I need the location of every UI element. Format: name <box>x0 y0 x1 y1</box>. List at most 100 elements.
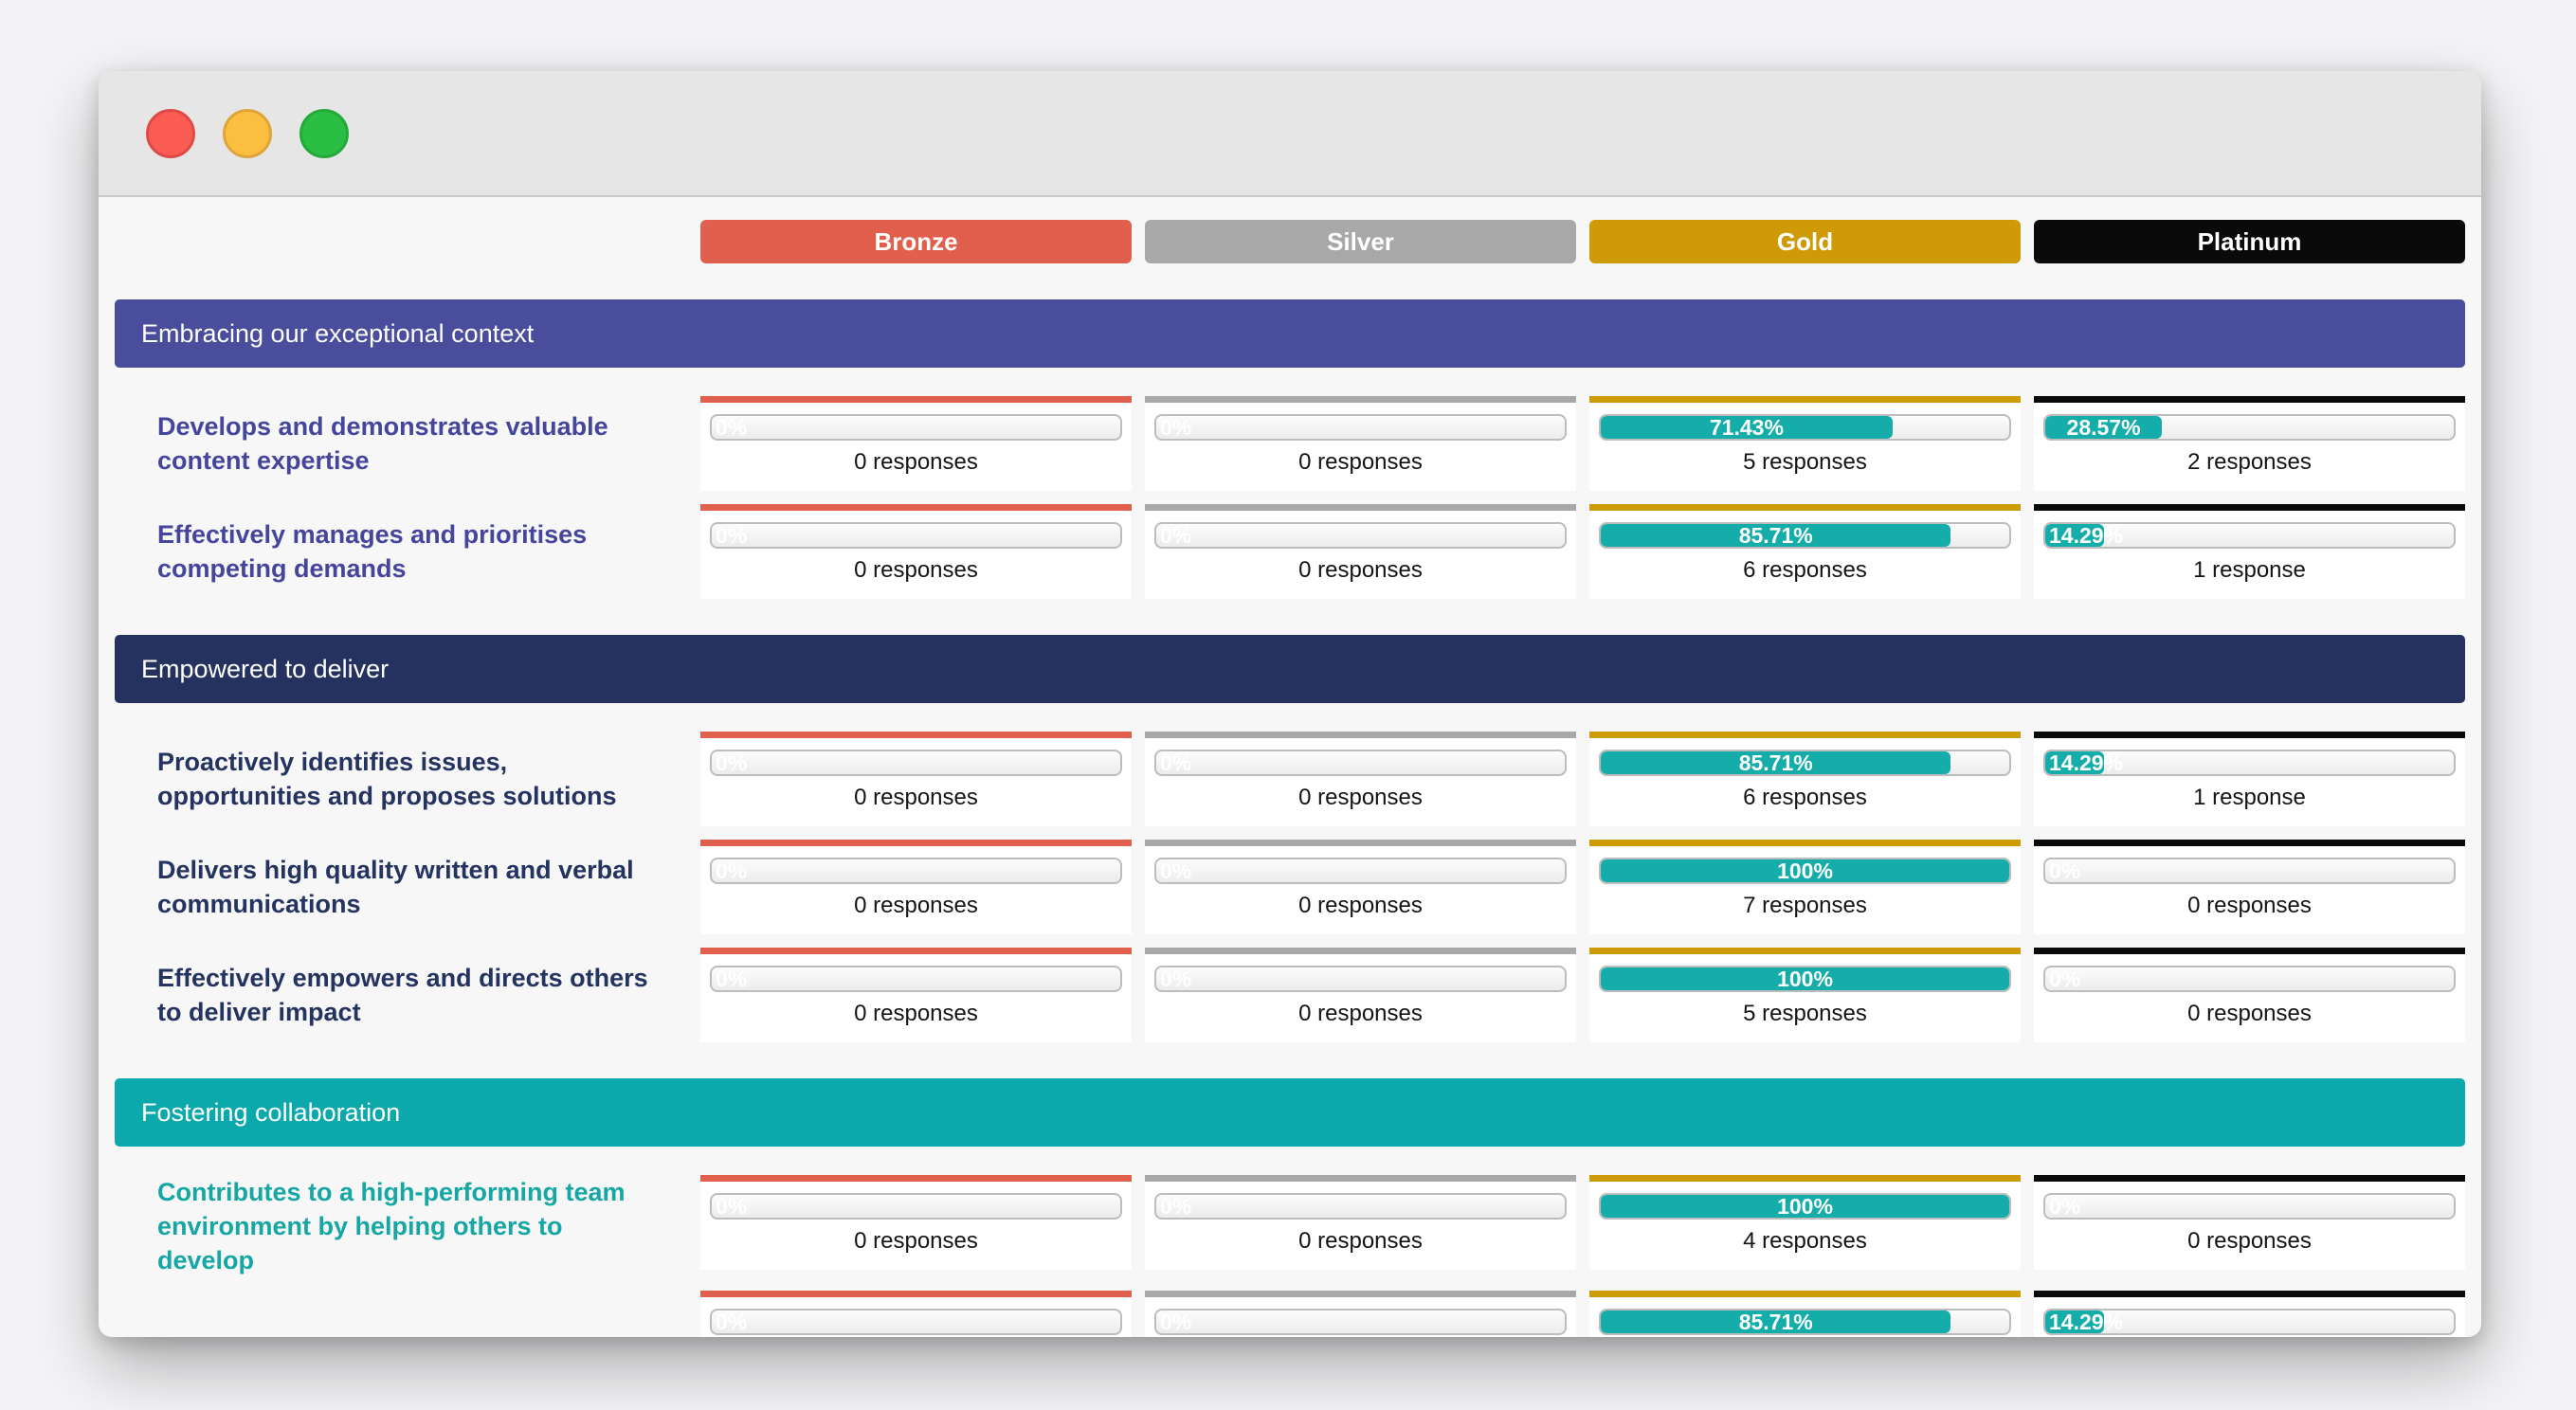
section-header: Fostering collaboration <box>115 1078 2465 1147</box>
response-card: 14.29% <box>2034 1291 2465 1337</box>
progress-bar: 0% <box>710 1309 1122 1335</box>
section-header: Embracing our exceptional context <box>115 299 2465 368</box>
progress-bar: 0% <box>2043 966 2456 992</box>
responses-count: 0 responses <box>1298 893 1423 918</box>
progress-bar: 28.57% <box>2043 414 2456 441</box>
responses-count: 5 responses <box>1743 1001 1867 1026</box>
response-card: 0% 0 responses <box>700 504 1132 599</box>
section-rows: Contributes to a high-performing team en… <box>115 1175 2465 1337</box>
progress-percentage: 85.71% <box>1738 750 1813 775</box>
progress-fill: 14.29% <box>2045 524 2123 547</box>
response-card: 0% 0 responses <box>2034 840 2465 934</box>
progress-percentage: 0% <box>716 750 748 775</box>
response-card: 100% 5 responses <box>1589 948 2021 1042</box>
progress-bar: 0% <box>710 966 1122 992</box>
progress-fill: 100% <box>1601 1195 2009 1218</box>
progress-percentage: 85.71% <box>1738 523 1813 548</box>
progress-fill: 14.29% <box>2045 1311 2123 1333</box>
competency-label: Develops and demonstrates valuable conte… <box>157 412 608 475</box>
response-card: 0% 0 responses <box>700 396 1132 491</box>
competency-label <box>115 1291 687 1337</box>
responses-count: 2 responses <box>2187 449 2312 475</box>
zoom-button[interactable] <box>299 108 349 158</box>
progress-bar: 0% <box>1154 750 1567 776</box>
responses-count: 1 response <box>2193 557 2306 583</box>
response-card: 0% 0 responses <box>700 1175 1132 1270</box>
responses-count: 7 responses <box>1743 893 1867 918</box>
response-card: 0% <box>1145 1291 1576 1337</box>
progress-percentage: 0% <box>2049 859 2081 883</box>
progress-percentage: 0% <box>1160 967 1192 991</box>
progress-bar: 100% <box>1599 966 2011 992</box>
progress-percentage: 0% <box>1160 750 1192 775</box>
progress-bar: 0% <box>710 1193 1122 1220</box>
progress-percentage: 14.29% <box>2049 750 2124 775</box>
responses-count: 1 response <box>2193 785 2306 810</box>
competency-label: Contributes to a high-performing team en… <box>157 1178 626 1274</box>
responses-count: 0 responses <box>1298 785 1423 810</box>
window-titlebar <box>99 71 2481 197</box>
progress-percentage: 100% <box>1777 859 1833 883</box>
competency-label: Effectively empowers and directs others … <box>157 964 648 1026</box>
close-button[interactable] <box>146 108 195 158</box>
report-content: Bronze Silver Gold Platinum Embracing ou… <box>99 220 2481 1337</box>
progress-bar: 0% <box>1154 858 1567 884</box>
progress-bar: 85.71% <box>1599 1309 2011 1335</box>
response-card: 0% 0 responses <box>1145 504 1576 599</box>
response-card: 85.71% 6 responses <box>1589 732 2021 826</box>
progress-fill: 85.71% <box>1601 523 1951 548</box>
responses-count: 0 responses <box>1298 1001 1423 1026</box>
progress-percentage: 100% <box>1777 1194 1833 1219</box>
progress-percentage: 28.57% <box>2066 415 2141 440</box>
progress-fill: 100% <box>1601 967 2009 990</box>
progress-bar: 14.29% <box>2043 750 2456 776</box>
progress-percentage: 71.43% <box>1709 415 1784 440</box>
response-card: 28.57% 2 responses <box>2034 396 2465 491</box>
responses-count: 0 responses <box>1298 449 1423 475</box>
progress-bar: 71.43% <box>1599 414 2011 441</box>
minimize-button[interactable] <box>223 108 272 158</box>
progress-percentage: 0% <box>1160 1310 1192 1334</box>
responses-count: 4 responses <box>1743 1228 1867 1254</box>
progress-fill: 100% <box>1601 859 2009 882</box>
progress-percentage: 85.71% <box>1738 1310 1813 1334</box>
progress-percentage: 14.29% <box>2049 1310 2124 1334</box>
response-card: 100% 4 responses <box>1589 1175 2021 1270</box>
tab-platinum[interactable]: Platinum <box>2034 220 2465 263</box>
progress-percentage: 0% <box>1160 415 1192 440</box>
responses-count: 0 responses <box>854 893 978 918</box>
responses-count: 0 responses <box>854 449 978 475</box>
progress-bar: 0% <box>1154 414 1567 441</box>
tier-header-row: Bronze Silver Gold Platinum <box>115 220 2465 263</box>
tab-silver[interactable]: Silver <box>1145 220 1576 263</box>
responses-count: 0 responses <box>1298 557 1423 583</box>
progress-fill: 14.29% <box>2045 751 2123 774</box>
response-card: 0% 0 responses <box>2034 1175 2465 1270</box>
responses-count: 0 responses <box>2187 893 2312 918</box>
progress-bar: 0% <box>2043 1193 2456 1220</box>
response-card: 0% 0 responses <box>1145 1175 1576 1270</box>
progress-fill: 28.57% <box>2045 415 2163 440</box>
progress-bar: 85.71% <box>1599 522 2011 549</box>
tab-gold[interactable]: Gold <box>1589 220 2021 263</box>
tier-header-spacer <box>115 220 687 263</box>
competency-label: Proactively identifies issues, opportuni… <box>157 748 617 810</box>
section-rows: Develops and demonstrates valuable conte… <box>115 396 2465 599</box>
response-card: 0% 0 responses <box>700 732 1132 826</box>
progress-percentage: 14.29% <box>2049 523 2124 548</box>
progress-bar: 100% <box>1599 1193 2011 1220</box>
progress-bar: 0% <box>1154 966 1567 992</box>
progress-percentage: 0% <box>716 523 748 548</box>
progress-fill: 85.71% <box>1601 1310 1951 1334</box>
tab-bronze[interactable]: Bronze <box>700 220 1132 263</box>
progress-percentage: 0% <box>2049 967 2081 991</box>
response-card: 14.29% 1 response <box>2034 504 2465 599</box>
responses-count: 0 responses <box>1298 1228 1423 1254</box>
progress-percentage: 0% <box>2049 1194 2081 1219</box>
responses-count: 0 responses <box>2187 1228 2312 1254</box>
progress-bar: 0% <box>710 750 1122 776</box>
response-card: 85.71% 6 responses <box>1589 504 2021 599</box>
progress-bar: 0% <box>1154 522 1567 549</box>
progress-bar: 0% <box>2043 858 2456 884</box>
response-card: 0% 0 responses <box>1145 840 1576 934</box>
